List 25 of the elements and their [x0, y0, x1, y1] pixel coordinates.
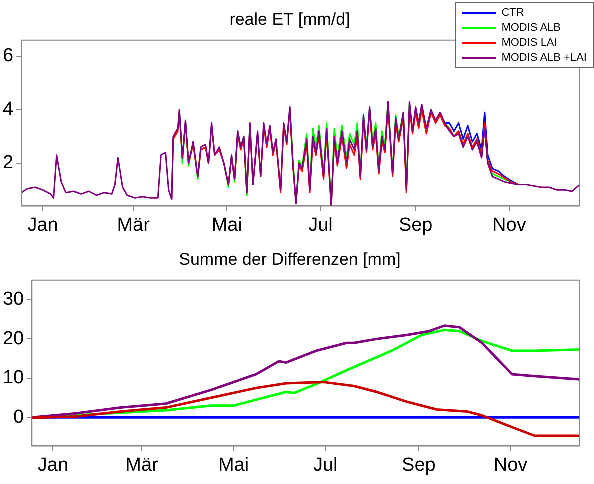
legend-label: MODIS ALB [502, 22, 561, 34]
x-tick-label: Nov [492, 214, 527, 236]
x-tick-label: Jan [28, 214, 58, 236]
x-tick-label: Nov [494, 454, 528, 476]
x-tick-label: Jul [313, 454, 338, 476]
y-tick-label: 20 [2, 328, 24, 350]
x-tick-label: Jan [38, 454, 69, 476]
y-tick-label: 10 [2, 368, 24, 389]
x-tick-label: Jul [308, 214, 333, 236]
chart-title: reale ET [mm/d] [230, 10, 350, 29]
y-tick-label: 30 [2, 289, 24, 310]
legend-label: MODIS ALB +LAI [502, 52, 587, 64]
x-tick-label: Sep [402, 454, 436, 476]
x-tick-label: Mär [126, 454, 160, 476]
chart-title: Summe der Differenzen [mm] [179, 250, 401, 269]
y-tick-label: 2 [2, 152, 14, 174]
y-tick-label: 4 [2, 99, 14, 120]
y-tick-label: 6 [2, 46, 14, 67]
y-tick-label: 0 [14, 406, 24, 428]
legend-label: CTR [502, 6, 524, 18]
x-tick-label: Mär [117, 214, 151, 236]
legend-label: MODIS LAI [502, 36, 558, 48]
x-tick-label: Mai [212, 214, 242, 236]
x-tick-label: Mai [218, 454, 250, 476]
x-tick-label: Sep [398, 214, 433, 236]
